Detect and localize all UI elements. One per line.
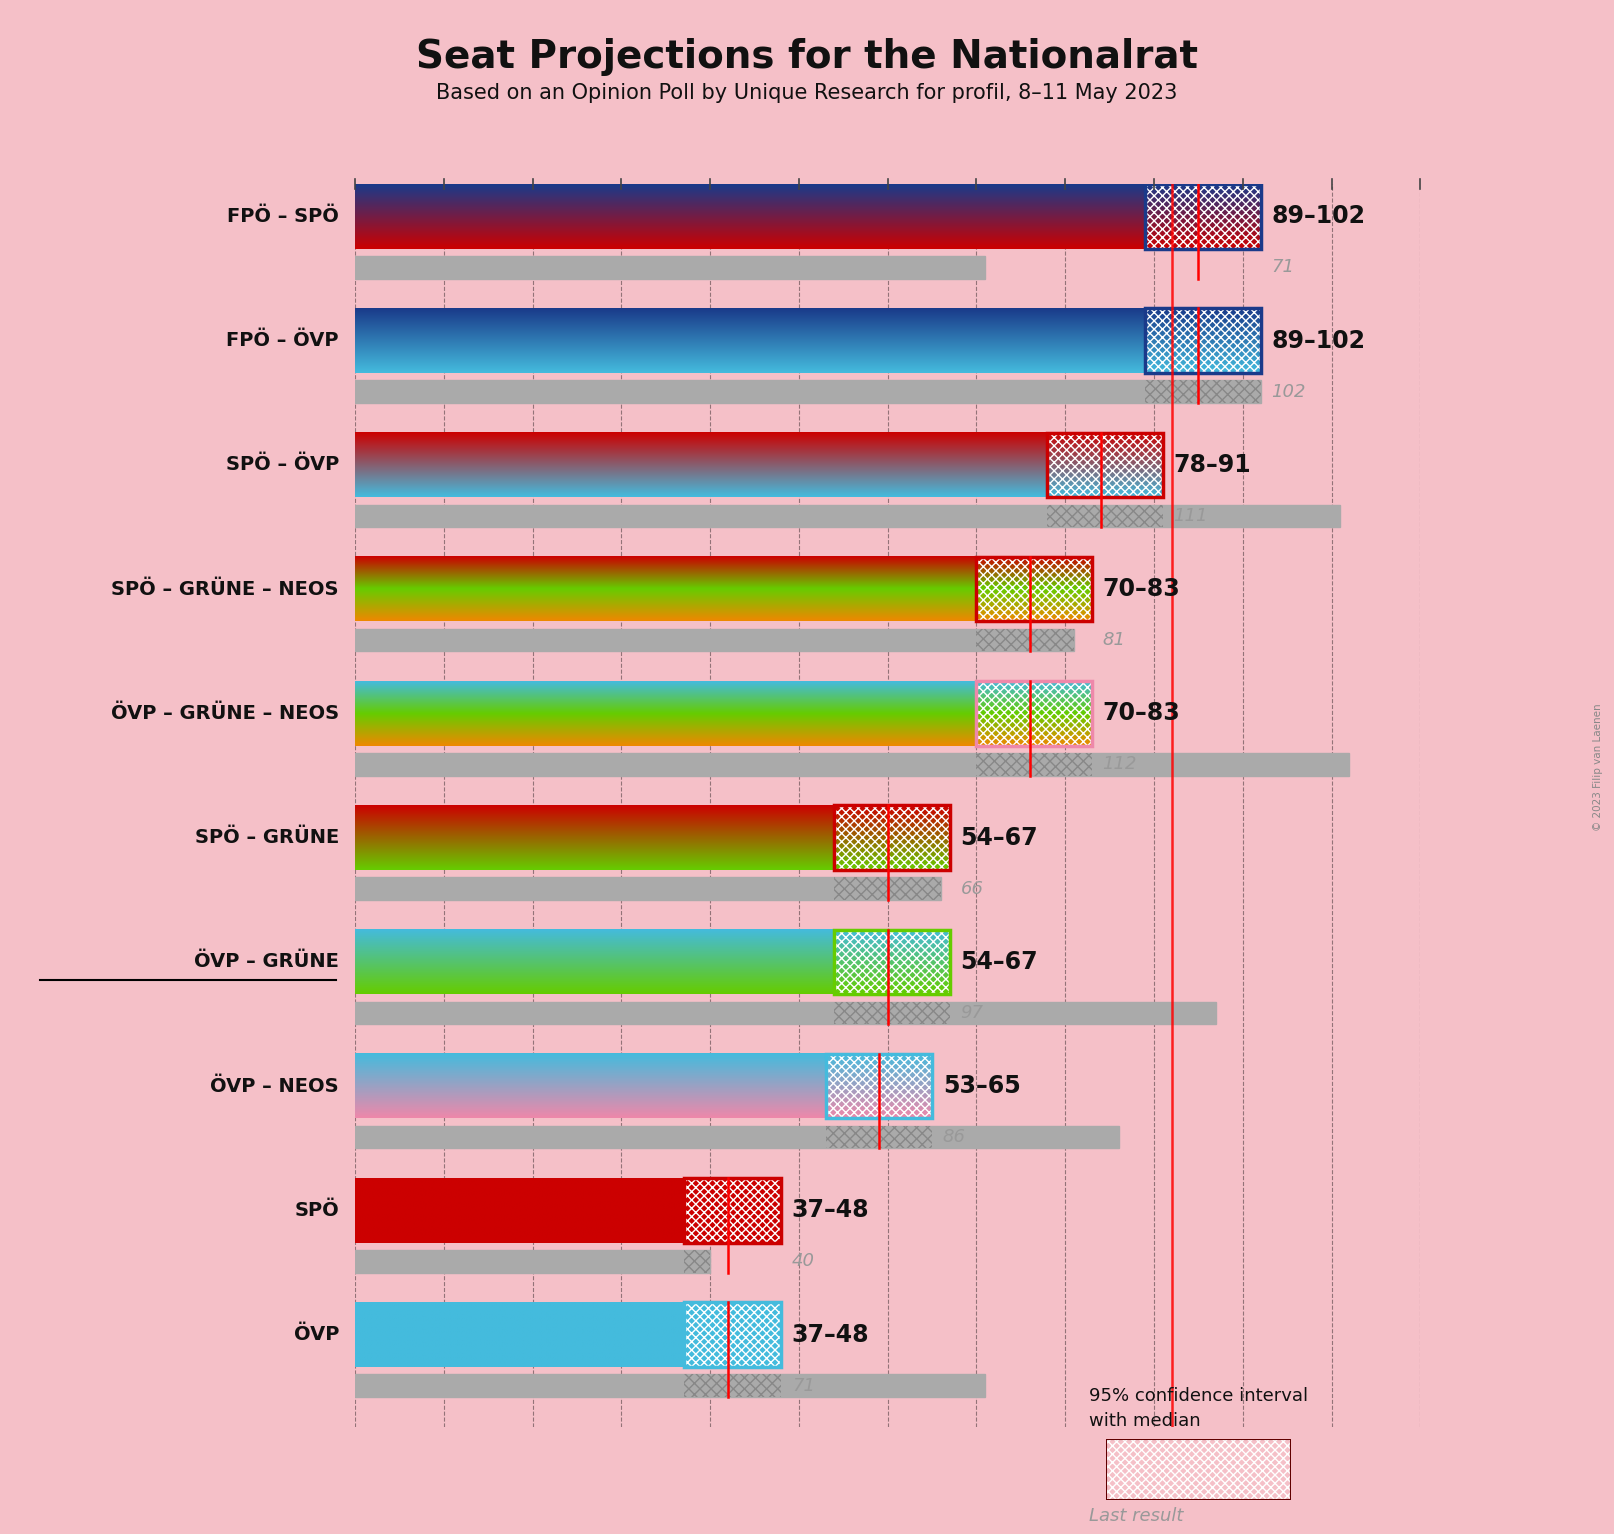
Bar (684, 1374, 781, 1397)
Bar (1146, 184, 1261, 249)
Text: FPÖ – ÖVP: FPÖ – ÖVP (226, 331, 339, 350)
Text: 81: 81 (1102, 630, 1125, 649)
Bar (826, 1054, 933, 1118)
Bar (684, 1302, 781, 1367)
Text: © 2023 Filip van Laenen: © 2023 Filip van Laenen (1593, 703, 1603, 831)
Text: ÖVP: ÖVP (294, 1325, 339, 1344)
Bar (976, 557, 1093, 621)
Bar (976, 629, 1075, 652)
Text: 53–65: 53–65 (943, 1074, 1020, 1098)
Text: ÖVP – GRÜNE – NEOS: ÖVP – GRÜNE – NEOS (111, 704, 339, 723)
Text: SPÖ – ÖVP: SPÖ – ÖVP (226, 456, 339, 474)
Bar (355, 256, 985, 279)
Bar (976, 681, 1093, 746)
Text: SPÖ – GRÜNE: SPÖ – GRÜNE (195, 828, 339, 847)
Text: Last result: Last result (1089, 1506, 1183, 1525)
Text: 112: 112 (1102, 755, 1136, 773)
Bar (1146, 380, 1261, 403)
Bar (1146, 308, 1261, 373)
Text: 89–102: 89–102 (1272, 204, 1365, 229)
Text: 78–91: 78–91 (1173, 453, 1251, 477)
Bar (355, 505, 1341, 528)
Text: 40: 40 (792, 1252, 815, 1270)
Bar (826, 1126, 933, 1149)
Text: FPÖ – SPÖ: FPÖ – SPÖ (228, 207, 339, 225)
Text: 95% confidence interval
with median: 95% confidence interval with median (1089, 1387, 1309, 1430)
Text: 86: 86 (943, 1127, 965, 1146)
Bar (976, 753, 1093, 776)
Text: 66: 66 (960, 879, 983, 897)
Text: 111: 111 (1173, 506, 1207, 525)
Bar (355, 1250, 710, 1273)
Text: 70–83: 70–83 (1102, 577, 1180, 601)
Text: 89–102: 89–102 (1272, 328, 1365, 353)
Bar (355, 629, 1075, 652)
Bar (976, 681, 1093, 746)
Bar (355, 1126, 1119, 1149)
Text: ÖVP – GRÜNE: ÖVP – GRÜNE (194, 953, 339, 971)
Text: 70–83: 70–83 (1102, 701, 1180, 726)
Text: 37–48: 37–48 (792, 1322, 870, 1347)
Bar (355, 380, 1261, 403)
Text: ÖVP – NEOS: ÖVP – NEOS (210, 1077, 339, 1095)
Text: SPÖ – GRÜNE – NEOS: SPÖ – GRÜNE – NEOS (111, 580, 339, 598)
Text: 71: 71 (1272, 258, 1294, 276)
Bar (684, 1178, 781, 1243)
Text: 71: 71 (792, 1376, 815, 1394)
Bar (826, 1054, 933, 1118)
Bar (684, 1302, 781, 1367)
Bar (355, 1374, 985, 1397)
Bar (1047, 433, 1164, 497)
Bar (355, 1002, 1217, 1025)
Bar (834, 930, 951, 994)
Bar (684, 1250, 710, 1273)
Text: 54–67: 54–67 (960, 825, 1038, 850)
Bar (834, 805, 951, 870)
Text: SPÖ: SPÖ (294, 1201, 339, 1220)
Text: 102: 102 (1272, 382, 1306, 400)
Text: 54–67: 54–67 (960, 950, 1038, 974)
Bar (834, 877, 941, 900)
Bar (1146, 184, 1261, 249)
Bar (834, 805, 951, 870)
Bar (976, 557, 1093, 621)
Bar (1146, 308, 1261, 373)
Text: Seat Projections for the Nationalrat: Seat Projections for the Nationalrat (416, 38, 1198, 77)
Bar (355, 753, 1349, 776)
Text: Based on an Opinion Poll by Unique Research for profil, 8–11 May 2023: Based on an Opinion Poll by Unique Resea… (436, 83, 1178, 103)
Bar (834, 1002, 951, 1025)
Bar (1047, 505, 1164, 528)
Bar (355, 877, 941, 900)
Text: 97: 97 (960, 1003, 983, 1022)
Bar (834, 930, 951, 994)
Bar (684, 1178, 781, 1243)
Text: 37–48: 37–48 (792, 1198, 870, 1223)
Bar (1047, 433, 1164, 497)
